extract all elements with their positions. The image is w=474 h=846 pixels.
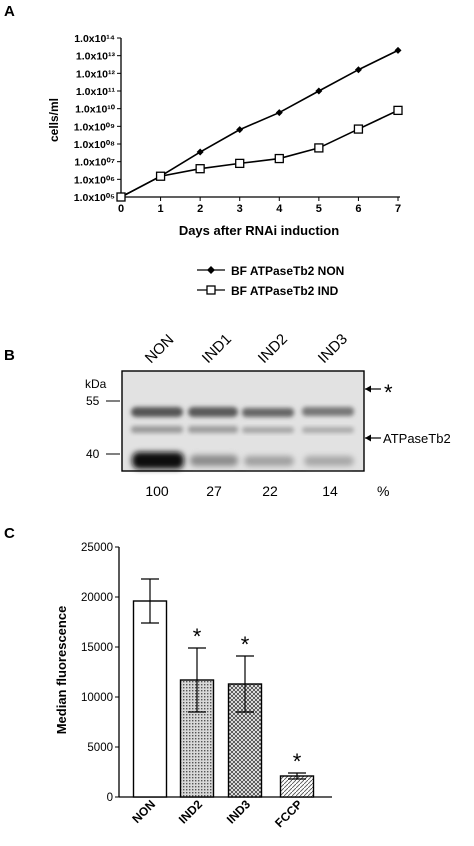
b-asterisk-label: *: [384, 380, 393, 405]
a-point-ind: [116, 192, 126, 202]
c-y-tick-label: 5000: [87, 742, 113, 754]
a-y-tick-label: 1.0x10¹³: [76, 51, 116, 63]
a-y-tick-label: 1.0x10¹⁴: [74, 33, 115, 45]
a-point-non: [354, 66, 362, 74]
c-category-label: NON: [129, 797, 158, 826]
a-y-tick-label: 1.0x10⁰⁸: [74, 139, 115, 151]
a-point-non: [196, 148, 204, 156]
b-atpase-label: ATPaseTb2: [383, 431, 451, 446]
a-point-ind: [393, 105, 403, 116]
a-y-tick-label: 1.0x10¹¹: [76, 86, 116, 98]
panel-c-bar-chart: 0 5000 10000 15000 20000 25000 NON * IND2 * IND3 *…: [54, 542, 332, 830]
c-y-tick-label: 10000: [81, 692, 113, 704]
a-x-tick-label: 4: [276, 203, 283, 215]
b-bands: [131, 407, 354, 469]
a-y-axis: 1.0x10⁰⁵ 1.0x10⁰⁶ 1.0x10⁰⁷ 1.0x10⁰⁸ 1.0x10⁰⁹…: [74, 33, 122, 204]
c-significance-asterisk: *: [241, 632, 250, 657]
a-x-tick-label: 6: [355, 203, 361, 215]
b-percent-label: %: [377, 483, 389, 499]
a-x-tick-label: 1: [158, 203, 164, 215]
a-x-axis: 0 1 2 3 4 5 6 7: [118, 196, 401, 215]
a-y-tick-label: 1.0x10¹²: [76, 68, 116, 80]
b-marker-55: 55: [86, 394, 100, 408]
c-bar: [132, 600, 168, 798]
b-percent-value: 27: [206, 483, 222, 499]
b-lane-label: IND1: [199, 331, 235, 367]
c-significance-asterisk: *: [193, 624, 202, 649]
c-y-tick-label: 15000: [81, 642, 113, 654]
legend-label-non: BF ATPaseTb2 NON: [231, 264, 344, 278]
a-y-axis-label: cells/ml: [47, 98, 61, 142]
a-x-tick-label: 3: [237, 203, 243, 215]
a-point-ind: [195, 164, 205, 174]
a-legend: BF ATPaseTb2 NON BF ATPaseTb2 IND: [197, 264, 344, 298]
c-y-axis: 0 5000 10000 15000 20000 25000: [81, 542, 332, 804]
legend-marker-non: [207, 266, 215, 274]
a-point-non: [394, 46, 402, 54]
b-lane-label: NON: [142, 331, 178, 367]
c-y-tick-label: 20000: [81, 592, 113, 604]
a-x-tick-label: 0: [118, 203, 124, 215]
a-point-non: [315, 87, 323, 95]
panel-a-growth-chart: 1.0x10⁰⁵ 1.0x10⁰⁶ 1.0x10⁰⁷ 1.0x10⁰⁸ 1.0x10⁰⁹…: [47, 33, 403, 298]
b-percent-value: 22: [262, 483, 278, 499]
a-x-tick-label: 5: [316, 203, 322, 215]
panel-label-b: B: [4, 347, 15, 364]
panel-label-c: C: [4, 525, 15, 542]
b-kda-label: kDa: [85, 377, 107, 391]
c-category-label: IND2: [176, 797, 205, 826]
b-lane-label: IND2: [255, 331, 291, 367]
b-marker-40: 40: [86, 447, 100, 461]
a-x-axis-label: Days after RNAi induction: [179, 223, 339, 238]
a-point-ind: [274, 153, 284, 164]
panel-label-a: A: [4, 3, 15, 20]
c-y-axis-label: Median fluorescence: [54, 606, 69, 735]
b-percent-value: 14: [322, 483, 338, 499]
a-y-tick-label: 1.0x10⁰⁹: [74, 121, 115, 133]
c-bars-group: NON * IND2 * IND3 * FCCP: [129, 578, 315, 830]
panel-b-western-blot: NON IND1 IND2 IND3 kDa 55 40 *: [85, 331, 451, 499]
a-point-non: [236, 126, 244, 134]
a-x-tick-label: 2: [197, 203, 203, 215]
b-lane-labels: NON IND1 IND2 IND3: [142, 331, 351, 367]
a-x-tick-label: 7: [395, 203, 401, 215]
a-series-group: [116, 46, 403, 202]
a-y-tick-label: 1.0x10⁰⁶: [74, 174, 115, 186]
legend-marker-ind: [206, 285, 216, 295]
b-percent-value: 100: [145, 483, 169, 499]
a-point-ind: [235, 158, 245, 169]
c-y-tick-label: 0: [107, 792, 113, 804]
c-category-label: FCCP: [272, 797, 305, 830]
a-series-non-line: [120, 49, 399, 198]
b-quantification: 100 27 22 14: [145, 483, 338, 499]
a-point-non: [275, 109, 283, 117]
b-lane-label: IND3: [315, 331, 351, 367]
a-y-tick-label: 1.0x10¹⁰: [75, 104, 116, 116]
legend-label-ind: BF ATPaseTb2 IND: [231, 284, 339, 298]
a-point-ind: [155, 171, 166, 181]
c-category-label: IND3: [224, 797, 253, 826]
c-y-tick-label: 25000: [81, 542, 113, 554]
a-y-tick-label: 1.0x10⁰⁷: [74, 157, 115, 169]
a-y-tick-label: 1.0x10⁰⁵: [74, 192, 115, 204]
a-point-ind: [314, 143, 324, 153]
c-significance-asterisk: *: [293, 749, 302, 774]
a-point-ind: [353, 124, 364, 134]
a-series-ind-line: [120, 109, 399, 198]
